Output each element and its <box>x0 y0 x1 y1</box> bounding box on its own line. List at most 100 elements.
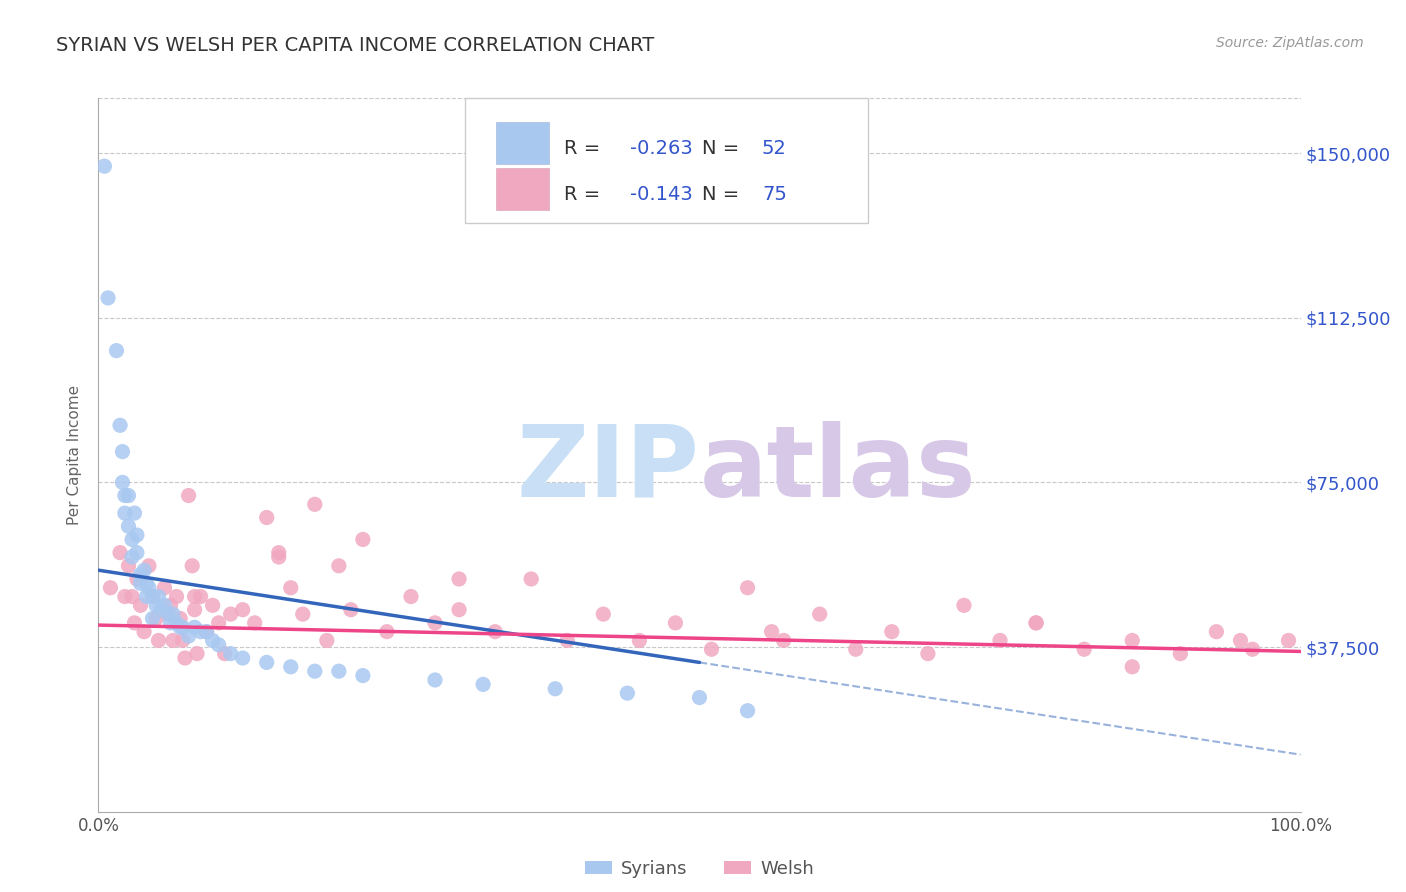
Point <box>172 633 194 648</box>
Point <box>232 603 254 617</box>
Point <box>181 558 204 573</box>
Point <box>328 664 350 678</box>
Point <box>183 620 205 634</box>
Point <box>917 647 939 661</box>
Point <box>328 558 350 573</box>
Point <box>177 629 200 643</box>
Point <box>243 615 266 630</box>
Text: ZIP: ZIP <box>516 421 700 517</box>
Point <box>1170 647 1192 661</box>
Point <box>129 576 152 591</box>
Text: atlas: atlas <box>700 421 976 517</box>
Point <box>256 656 278 670</box>
Point <box>111 475 134 490</box>
Point <box>190 624 212 639</box>
Point <box>340 603 363 617</box>
Point <box>472 677 495 691</box>
Point <box>100 581 122 595</box>
Point <box>149 603 172 617</box>
Point <box>315 633 337 648</box>
Point <box>124 615 146 630</box>
Point <box>172 620 194 634</box>
Point <box>105 343 128 358</box>
Point <box>108 418 131 433</box>
Point <box>267 546 290 560</box>
Text: SYRIAN VS WELSH PER CAPITA INCOME CORRELATION CHART: SYRIAN VS WELSH PER CAPITA INCOME CORREL… <box>56 36 654 54</box>
Point <box>1229 633 1251 648</box>
Text: -0.143: -0.143 <box>630 185 693 204</box>
Point <box>145 599 167 613</box>
Point <box>423 673 446 687</box>
Point <box>157 607 180 621</box>
Point <box>135 576 157 591</box>
Point <box>256 510 278 524</box>
Point <box>1025 615 1047 630</box>
Point <box>129 567 152 582</box>
Point <box>117 519 139 533</box>
Point <box>1121 633 1143 648</box>
Point <box>352 668 374 682</box>
Point <box>737 581 759 595</box>
Point <box>121 533 143 547</box>
Text: 75: 75 <box>762 185 787 204</box>
Text: N =: N = <box>702 138 745 158</box>
Point <box>664 615 686 630</box>
Point <box>201 599 224 613</box>
Point <box>129 599 152 613</box>
Point <box>114 590 136 604</box>
Point <box>219 647 242 661</box>
Point <box>737 704 759 718</box>
Point <box>162 607 184 621</box>
Point <box>121 590 143 604</box>
Point <box>162 633 184 648</box>
Point <box>124 506 146 520</box>
Point <box>174 651 197 665</box>
Point <box>555 633 578 648</box>
Point <box>208 615 231 630</box>
Point <box>399 590 422 604</box>
Point <box>700 642 723 657</box>
Point <box>157 607 180 621</box>
Point <box>375 624 398 639</box>
Point <box>280 581 302 595</box>
Point <box>214 647 236 661</box>
Point <box>138 581 160 595</box>
FancyBboxPatch shape <box>465 98 868 223</box>
Point <box>148 633 170 648</box>
Point <box>183 603 205 617</box>
Point <box>125 572 148 586</box>
Point <box>117 489 139 503</box>
Point <box>169 620 191 634</box>
Legend: Syrians, Welsh: Syrians, Welsh <box>578 853 821 885</box>
Point <box>544 681 567 696</box>
Point <box>447 603 470 617</box>
Point <box>628 633 651 648</box>
Point <box>183 590 205 604</box>
Point <box>280 660 302 674</box>
Point <box>153 599 176 613</box>
Point <box>808 607 831 621</box>
Point <box>132 563 155 577</box>
Point <box>520 572 543 586</box>
Point <box>108 546 131 560</box>
Point <box>114 489 136 503</box>
Point <box>616 686 638 700</box>
Point <box>267 549 290 564</box>
Point <box>93 159 115 173</box>
Point <box>141 590 163 604</box>
Point <box>195 624 218 639</box>
Point <box>1205 624 1227 639</box>
Point <box>121 549 143 564</box>
Point <box>1277 633 1299 648</box>
Point <box>1241 642 1264 657</box>
Y-axis label: Per Capita Income: Per Capita Income <box>67 384 83 525</box>
Point <box>135 590 157 604</box>
Point <box>148 590 170 604</box>
Point <box>1025 615 1047 630</box>
Point <box>125 546 148 560</box>
Text: 52: 52 <box>762 138 787 158</box>
Point <box>232 651 254 665</box>
Point <box>1121 660 1143 674</box>
Point <box>201 633 224 648</box>
Text: R =: R = <box>564 185 606 204</box>
